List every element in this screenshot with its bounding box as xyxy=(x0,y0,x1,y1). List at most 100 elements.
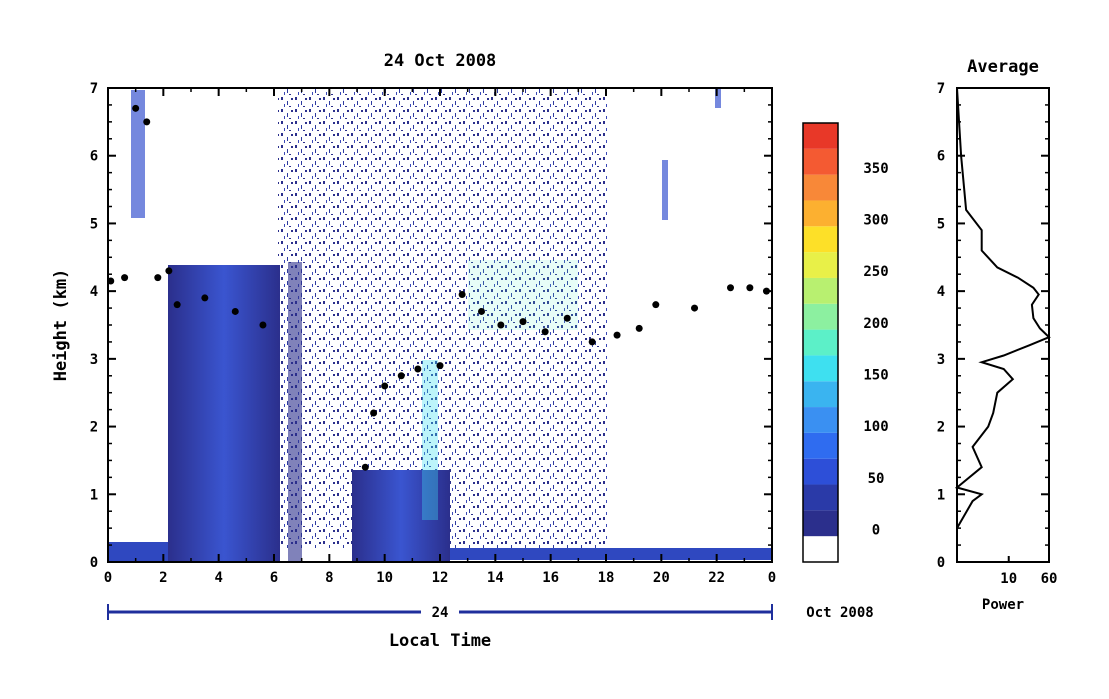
profile-y-tick-label: 4 xyxy=(937,284,945,300)
profile-x-tick-label: 10 xyxy=(1000,571,1017,587)
colorbar-swatch xyxy=(803,123,838,149)
layer-trace-point xyxy=(154,274,162,282)
x-tick-label: 0 xyxy=(104,570,112,586)
colorbar-label: 250 xyxy=(863,264,888,280)
x-tick-label: 0 xyxy=(768,570,776,586)
colorbar-swatch xyxy=(803,458,838,485)
date-bar-label-gap xyxy=(421,604,459,620)
layer-trace-point xyxy=(381,382,389,390)
layer-trace-point xyxy=(361,463,369,471)
colorbar-swatch xyxy=(803,303,838,330)
profile-title: Average xyxy=(967,57,1039,77)
average-profile-line xyxy=(954,87,1051,562)
x-tick-label: 20 xyxy=(653,570,670,586)
layer-trace-point xyxy=(231,307,239,315)
colorbar-swatch xyxy=(803,432,838,459)
y-tick-label: 4 xyxy=(90,284,98,300)
layer-trace-point xyxy=(436,362,444,370)
layer-trace-point xyxy=(173,301,181,309)
colorbar-swatch xyxy=(803,329,838,356)
colorbar-swatch xyxy=(803,226,838,253)
colorbar-swatch xyxy=(803,200,838,227)
y-tick-label: 2 xyxy=(90,420,98,436)
colorbar-swatch xyxy=(803,355,838,382)
layer-trace-point xyxy=(613,331,621,339)
main-chart-title: 24 Oct 2008 xyxy=(384,51,497,71)
profile-y-tick-label: 3 xyxy=(937,352,945,368)
layer-trace-point xyxy=(107,277,115,285)
profile-y-tick-label: 5 xyxy=(937,216,945,232)
y-tick-label: 6 xyxy=(90,149,98,165)
radar-echo-field xyxy=(108,88,772,562)
layer-trace-point xyxy=(541,328,549,336)
x-tick-label: 2 xyxy=(159,570,167,586)
profile-x-axis-label: Power xyxy=(982,597,1024,613)
y-tick-label: 0 xyxy=(90,555,98,571)
x-tick-label: 4 xyxy=(214,570,222,586)
x-tick-label: 22 xyxy=(708,570,725,586)
y-tick-label: 5 xyxy=(90,216,98,232)
layer-trace-point xyxy=(458,291,466,299)
colorbar-label: 350 xyxy=(863,161,888,177)
x-tick-label: 8 xyxy=(325,570,333,586)
x-tick-label: 14 xyxy=(487,570,504,586)
colorbar-frame xyxy=(802,122,839,563)
layer-trace-point xyxy=(259,321,267,329)
layer-trace-point xyxy=(121,274,129,282)
colorbar-label: 300 xyxy=(863,213,888,229)
profile-series-line xyxy=(954,87,1051,562)
layer-trace-point xyxy=(746,284,754,292)
layer-trace-point xyxy=(519,318,527,326)
layer-trace-point xyxy=(414,365,422,373)
y-tick-label: 3 xyxy=(90,352,98,368)
colorbar-swatch xyxy=(803,148,838,175)
layer-trace-point xyxy=(762,287,770,295)
layer-trace-point xyxy=(397,372,405,380)
main-x-axis-label: Local Time xyxy=(389,631,491,651)
profile-y-tick-label: 2 xyxy=(937,420,945,436)
layer-trace-point xyxy=(497,321,505,329)
colorbar-swatch xyxy=(803,277,838,304)
colorbar-label: 50 xyxy=(868,471,885,487)
colorbar-label: 200 xyxy=(863,316,888,332)
layer-trace-point xyxy=(478,307,485,315)
colorbar-swatch xyxy=(803,381,838,408)
layer-trace-point xyxy=(165,267,173,275)
layer-trace-point xyxy=(201,294,209,302)
colorbar-label: 100 xyxy=(863,419,888,435)
main-y-axis-label: Height (km) xyxy=(51,269,71,382)
date-bar-day-label: 24 xyxy=(432,605,449,621)
colorbar-label: 150 xyxy=(863,367,888,383)
profile-y-tick-label: 6 xyxy=(937,149,945,165)
layer-trace-point xyxy=(691,304,699,312)
x-tick-label: 10 xyxy=(376,570,393,586)
colorbar-swatch xyxy=(803,510,838,537)
date-bar-month-label: Oct 2008 xyxy=(806,605,873,621)
date-bar xyxy=(107,604,773,620)
x-tick-label: 16 xyxy=(542,570,559,586)
colorbar-swatch xyxy=(803,252,838,278)
profile-y-tick-label: 0 xyxy=(937,555,945,571)
layer-trace-point xyxy=(727,284,734,292)
colorbar-label: 0 xyxy=(872,522,880,538)
average-profile-axes: 0 1 2 3 4 5 6 7 10 60 xyxy=(937,81,1058,587)
colorbar-swatch xyxy=(803,174,838,201)
x-tick-label: 6 xyxy=(270,570,278,586)
profile-x-tick-label: 60 xyxy=(1041,571,1058,587)
y-tick-label: 1 xyxy=(90,487,98,503)
layer-trace-point xyxy=(588,338,596,346)
layer-trace-point xyxy=(370,409,378,417)
layer-trace-point xyxy=(652,301,660,309)
profile-y-tick-label: 7 xyxy=(937,81,945,97)
colorbar: 0 50 100 150 200 250 300 350 xyxy=(802,122,889,563)
profile-y-tick-label: 1 xyxy=(937,487,945,503)
y-tick-label: 7 xyxy=(90,81,98,97)
colorbar-swatch xyxy=(803,407,838,433)
colorbar-swatch xyxy=(803,484,838,511)
layer-trace-point xyxy=(635,324,643,332)
layer-trace-point xyxy=(132,104,140,112)
layer-trace-point xyxy=(143,118,151,126)
layer-trace-marks xyxy=(107,104,770,471)
layer-trace-point xyxy=(563,314,571,322)
